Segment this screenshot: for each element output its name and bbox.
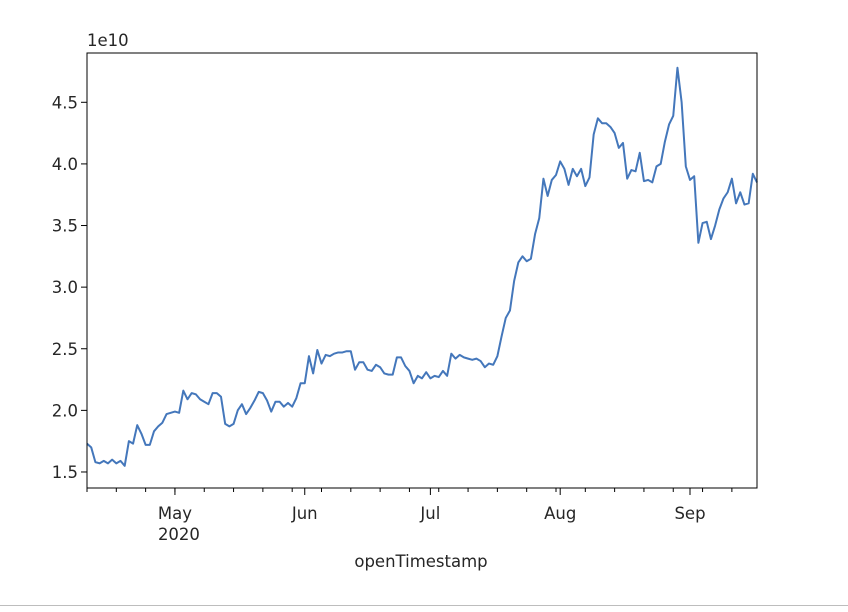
plot-frame — [86, 52, 758, 489]
y-offset-label: 1e10 — [87, 31, 129, 50]
x-tick-label: Jul — [419, 504, 440, 523]
y-axis-ticks: 1.5 2.0 2.5 3.0 3.5 4.0 4.5 — [52, 93, 87, 482]
y-tick-label: 2.0 — [52, 401, 78, 420]
x-tick-label: Jun — [291, 504, 318, 523]
x-axis-title: openTimestamp — [354, 552, 487, 571]
y-tick-label: 1.5 — [52, 463, 78, 482]
x-tick-sublabel: 2020 — [158, 525, 200, 544]
y-tick-label: 2.5 — [52, 340, 78, 359]
cell-divider — [0, 605, 848, 606]
y-tick-label: 3.0 — [52, 278, 78, 297]
series-line — [86, 66, 758, 467]
y-tick-label: 4.0 — [52, 155, 78, 174]
x-axis-ticks: May 2020 Jun Jul Aug Sep — [86, 488, 733, 544]
x-tick-label: Aug — [544, 504, 576, 523]
x-tick-label: May — [158, 504, 192, 523]
x-tick-label: Sep — [674, 504, 705, 523]
y-tick-label: 4.5 — [52, 93, 78, 112]
y-tick-label: 3.5 — [52, 217, 78, 236]
